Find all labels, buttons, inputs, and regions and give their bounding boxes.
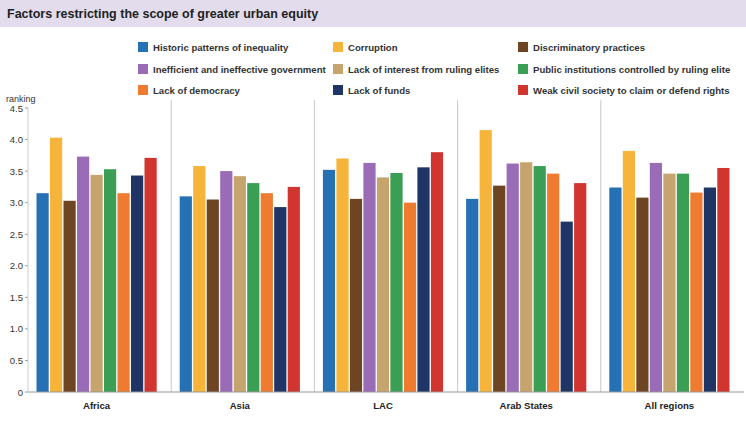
legend-swatch [333,85,343,95]
bar [574,183,586,392]
bar [717,168,729,392]
title-band [0,0,746,27]
bar [663,174,675,392]
legend-swatch [333,42,343,52]
bar [247,183,259,392]
y-tick-label: 3.0 [10,197,23,208]
bar [609,188,621,392]
bar [534,166,546,392]
group-separator [457,100,458,392]
bar [91,175,103,392]
bar [131,176,143,392]
legend-label: Inefficient and ineffective government [153,64,327,75]
bar [261,193,273,392]
bar [404,203,416,392]
bar [193,166,205,392]
y-tick-label: 4.5 [10,103,23,114]
legend-swatch [518,42,528,52]
legend-label: Lack of funds [348,85,410,96]
legend-label: Weak civil society to claim or defend ri… [533,85,730,96]
category-label: LAC [373,400,393,411]
y-tick-label: 2.0 [10,260,23,271]
category-label: Asia [230,400,251,411]
bar [145,158,157,392]
group-separator [314,100,315,392]
bar [507,164,519,392]
legend-swatch [518,85,528,95]
bar [288,187,300,392]
x-axis [28,392,744,393]
bars [37,130,730,392]
bar [466,199,478,392]
bar [118,193,130,392]
y-axis [28,108,29,392]
bar [561,222,573,392]
bar [520,162,532,392]
bar [493,186,505,392]
category-label: Africa [83,400,111,411]
bar [690,193,702,392]
title: Factors restricting the scope of greater… [7,7,318,21]
bar [274,207,286,392]
bar [390,173,402,392]
bar [417,167,429,392]
y-tick-label: 0.5 [10,355,23,366]
legend-label: Public institutions controlled by ruling… [533,64,730,75]
y-tick-label: 2.5 [10,229,23,240]
y-tick-label: 0 [18,387,23,398]
chart: Factors restricting the scope of greater… [0,0,746,423]
legend-swatch [138,85,148,95]
legend-swatch [138,64,148,74]
bar [64,201,76,392]
legend-label: Historic patterns of inequality [153,42,289,53]
bar [363,163,375,392]
legend-label: Lack of democracy [153,85,241,96]
bar [377,177,389,392]
legend-label: Corruption [348,42,398,53]
bar [37,193,49,392]
category-label: All regions [645,400,695,411]
legend-swatch [518,64,528,74]
bar [636,198,648,392]
bar [547,174,559,392]
bar [180,196,192,392]
group-separator [171,100,172,392]
bar [704,188,716,392]
y-tick-label: 4.0 [10,134,23,145]
y-tick-label: 3.5 [10,166,23,177]
bar [220,171,232,392]
bar [336,158,348,392]
bar [650,163,662,392]
bar [323,170,335,392]
bar [207,200,219,392]
y-tick-label: 1.0 [10,323,23,334]
bar [234,176,246,392]
bar [623,151,635,392]
legend-label: Discriminatory practices [533,42,645,53]
y-tick-label: 1.5 [10,292,23,303]
group-separator [600,100,601,392]
bar [677,174,689,392]
bar [350,199,362,392]
bar [431,152,443,392]
legend-swatch [138,42,148,52]
legend-swatch [333,64,343,74]
bar [104,169,116,392]
bar [50,138,62,392]
bar [480,130,492,392]
legend-label: Lack of interest from ruling elites [348,64,499,75]
category-label: Arab States [500,400,553,411]
bar [77,157,89,392]
